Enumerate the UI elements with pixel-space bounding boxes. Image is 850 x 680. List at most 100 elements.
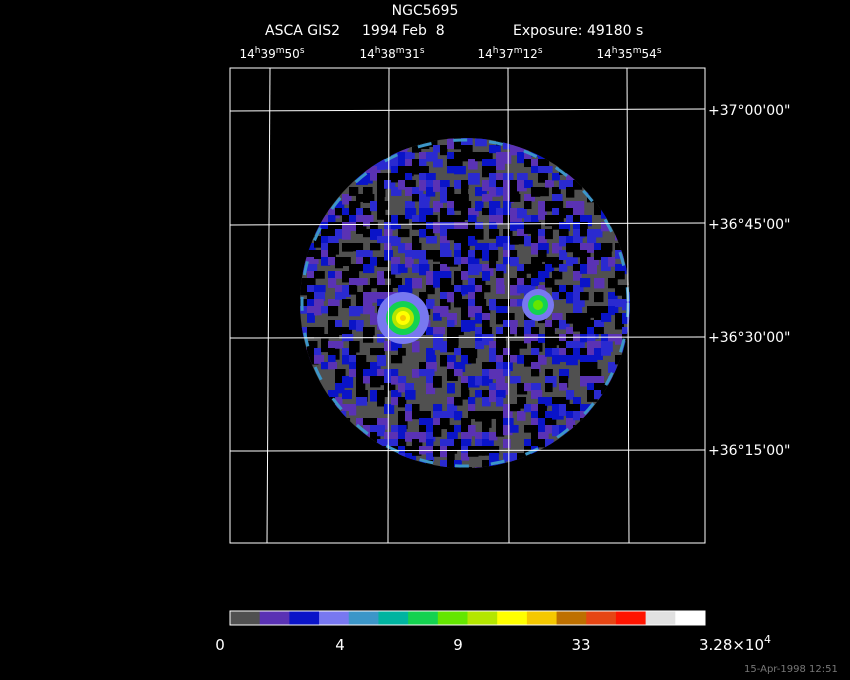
pixel (356, 390, 368, 402)
pixel (307, 285, 318, 297)
pixel (419, 208, 431, 217)
pixel (384, 404, 395, 414)
pixel (454, 222, 463, 233)
pixel (594, 292, 604, 303)
pixel (587, 369, 595, 378)
pixel (594, 229, 603, 238)
pixel (482, 264, 494, 276)
pixel (321, 341, 331, 353)
pixel (307, 306, 318, 316)
pixel (391, 257, 401, 268)
colorbar-label: 3.28×104 (699, 633, 771, 654)
pixel (510, 355, 521, 363)
pixel (545, 229, 553, 240)
pixel (545, 201, 557, 212)
pixel (468, 173, 480, 185)
pixel (454, 236, 465, 246)
pixel (461, 425, 471, 436)
pixel (482, 320, 490, 330)
pixel (531, 159, 542, 171)
pixel (517, 383, 528, 395)
pixel (552, 215, 564, 227)
pixel (559, 341, 570, 351)
pixel (461, 250, 470, 260)
pixel (447, 425, 456, 435)
pixel (622, 313, 630, 324)
pixel (335, 369, 346, 381)
pixel (440, 439, 448, 449)
pixel (580, 257, 591, 268)
pixel (559, 264, 568, 272)
pixel (447, 201, 456, 210)
pixel (615, 285, 626, 296)
pixel (559, 236, 571, 247)
pixel (363, 292, 371, 304)
pixel (447, 313, 457, 325)
pixel (307, 299, 318, 308)
pixel (545, 215, 555, 227)
pixel (566, 390, 575, 400)
pixel (433, 418, 442, 427)
pixel (377, 334, 385, 343)
pixel (461, 201, 472, 209)
pixel (307, 313, 315, 323)
pixel (580, 411, 591, 421)
unit: h (612, 46, 618, 56)
pixel (496, 341, 507, 352)
pixel (454, 250, 465, 258)
pixel (517, 411, 526, 421)
pixel (517, 285, 525, 294)
pixel (412, 278, 422, 289)
pixel (475, 439, 487, 447)
colorbar-label: 9 (453, 636, 463, 654)
pixel (489, 229, 500, 239)
pixel (629, 306, 630, 314)
pixel (328, 341, 339, 351)
pixel (328, 348, 340, 360)
pixel (531, 215, 539, 226)
pixel (559, 376, 569, 388)
pixel (300, 306, 308, 314)
pixel (398, 432, 407, 443)
number: 35 (617, 47, 632, 61)
pixel (552, 194, 563, 206)
pixel (433, 201, 443, 213)
pixel (307, 292, 315, 302)
pixel (468, 376, 480, 388)
pixel (601, 250, 612, 261)
pixel (342, 215, 354, 225)
pixel (419, 222, 429, 234)
pixel (601, 334, 613, 342)
pixel (349, 264, 359, 274)
pixel (531, 222, 542, 231)
ra-label: 14h35m54s (596, 46, 661, 61)
pixel (496, 285, 505, 294)
pixel (503, 187, 511, 197)
pixel (482, 306, 491, 314)
pixel (503, 439, 511, 449)
pixel (454, 201, 464, 211)
pixel (328, 299, 340, 307)
pixel (573, 299, 585, 307)
pixel (496, 460, 506, 468)
pixel (468, 348, 478, 359)
pixel (496, 159, 505, 171)
pixel (454, 152, 465, 160)
pixel (482, 250, 492, 261)
pixel (307, 250, 316, 259)
pixel (552, 355, 560, 365)
dec-label: +36°15'00" (708, 443, 790, 459)
pixel (461, 306, 472, 318)
pixel (314, 236, 325, 248)
pixel (433, 306, 445, 317)
pixel (517, 173, 528, 181)
pixel (447, 222, 455, 234)
pixel (454, 460, 462, 468)
pixel (510, 250, 518, 260)
pixel (531, 327, 540, 335)
pixel (328, 222, 339, 231)
pixel (440, 271, 452, 281)
pixel (496, 173, 505, 185)
pixel (517, 152, 527, 164)
